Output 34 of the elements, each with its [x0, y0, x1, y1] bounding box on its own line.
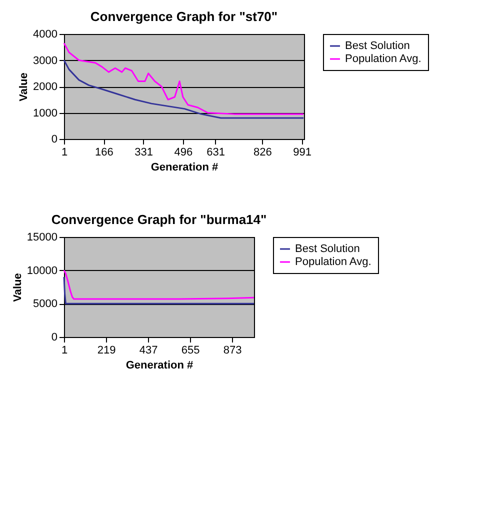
- y-tick-label: 3000: [33, 54, 58, 67]
- y-tick-label: 4000: [33, 28, 58, 40]
- legend-label: Population Avg.: [295, 256, 372, 268]
- legend-label: Best Solution: [345, 40, 410, 52]
- x-axis-title: Generation #: [150, 162, 218, 174]
- x-tick-label: 631: [206, 146, 226, 158]
- y-tick-label: 5000: [33, 298, 58, 310]
- y-tick-label: 15000: [26, 232, 58, 244]
- chart-title: Convergence Graph for "burma14": [51, 212, 267, 227]
- x-tick-label: 991: [293, 146, 312, 158]
- x-tick-label: 437: [139, 344, 158, 356]
- y-tick-label: 10000: [26, 264, 58, 277]
- x-tick-label: 873: [223, 344, 242, 356]
- chart-title: Convergence Graph for "st70": [90, 9, 278, 24]
- x-tick-label: 826: [254, 146, 272, 158]
- legend-label: Best Solution: [295, 243, 360, 255]
- x-axis-title: Generation #: [126, 360, 194, 372]
- x-tick-label: 655: [181, 344, 200, 356]
- y-tick-label: 2000: [33, 81, 58, 93]
- y-axis-title: Value: [18, 72, 30, 102]
- y-tick-label: 0: [51, 134, 58, 146]
- x-tick-label: 1: [61, 344, 68, 356]
- x-tick-label: 331: [134, 146, 153, 158]
- y-tick-label: 0: [51, 332, 58, 344]
- x-tick-label: 496: [174, 146, 193, 158]
- x-tick-label: 1: [61, 146, 68, 158]
- x-tick-label: 166: [94, 146, 114, 158]
- line-series: [63, 42, 304, 115]
- y-tick-label: 1000: [33, 107, 58, 120]
- x-tick-label: 219: [97, 344, 116, 356]
- line-series: [63, 60, 304, 119]
- line-series: [63, 270, 255, 300]
- y-axis-title: Value: [12, 273, 24, 302]
- legend-label: Population Avg.: [345, 53, 422, 65]
